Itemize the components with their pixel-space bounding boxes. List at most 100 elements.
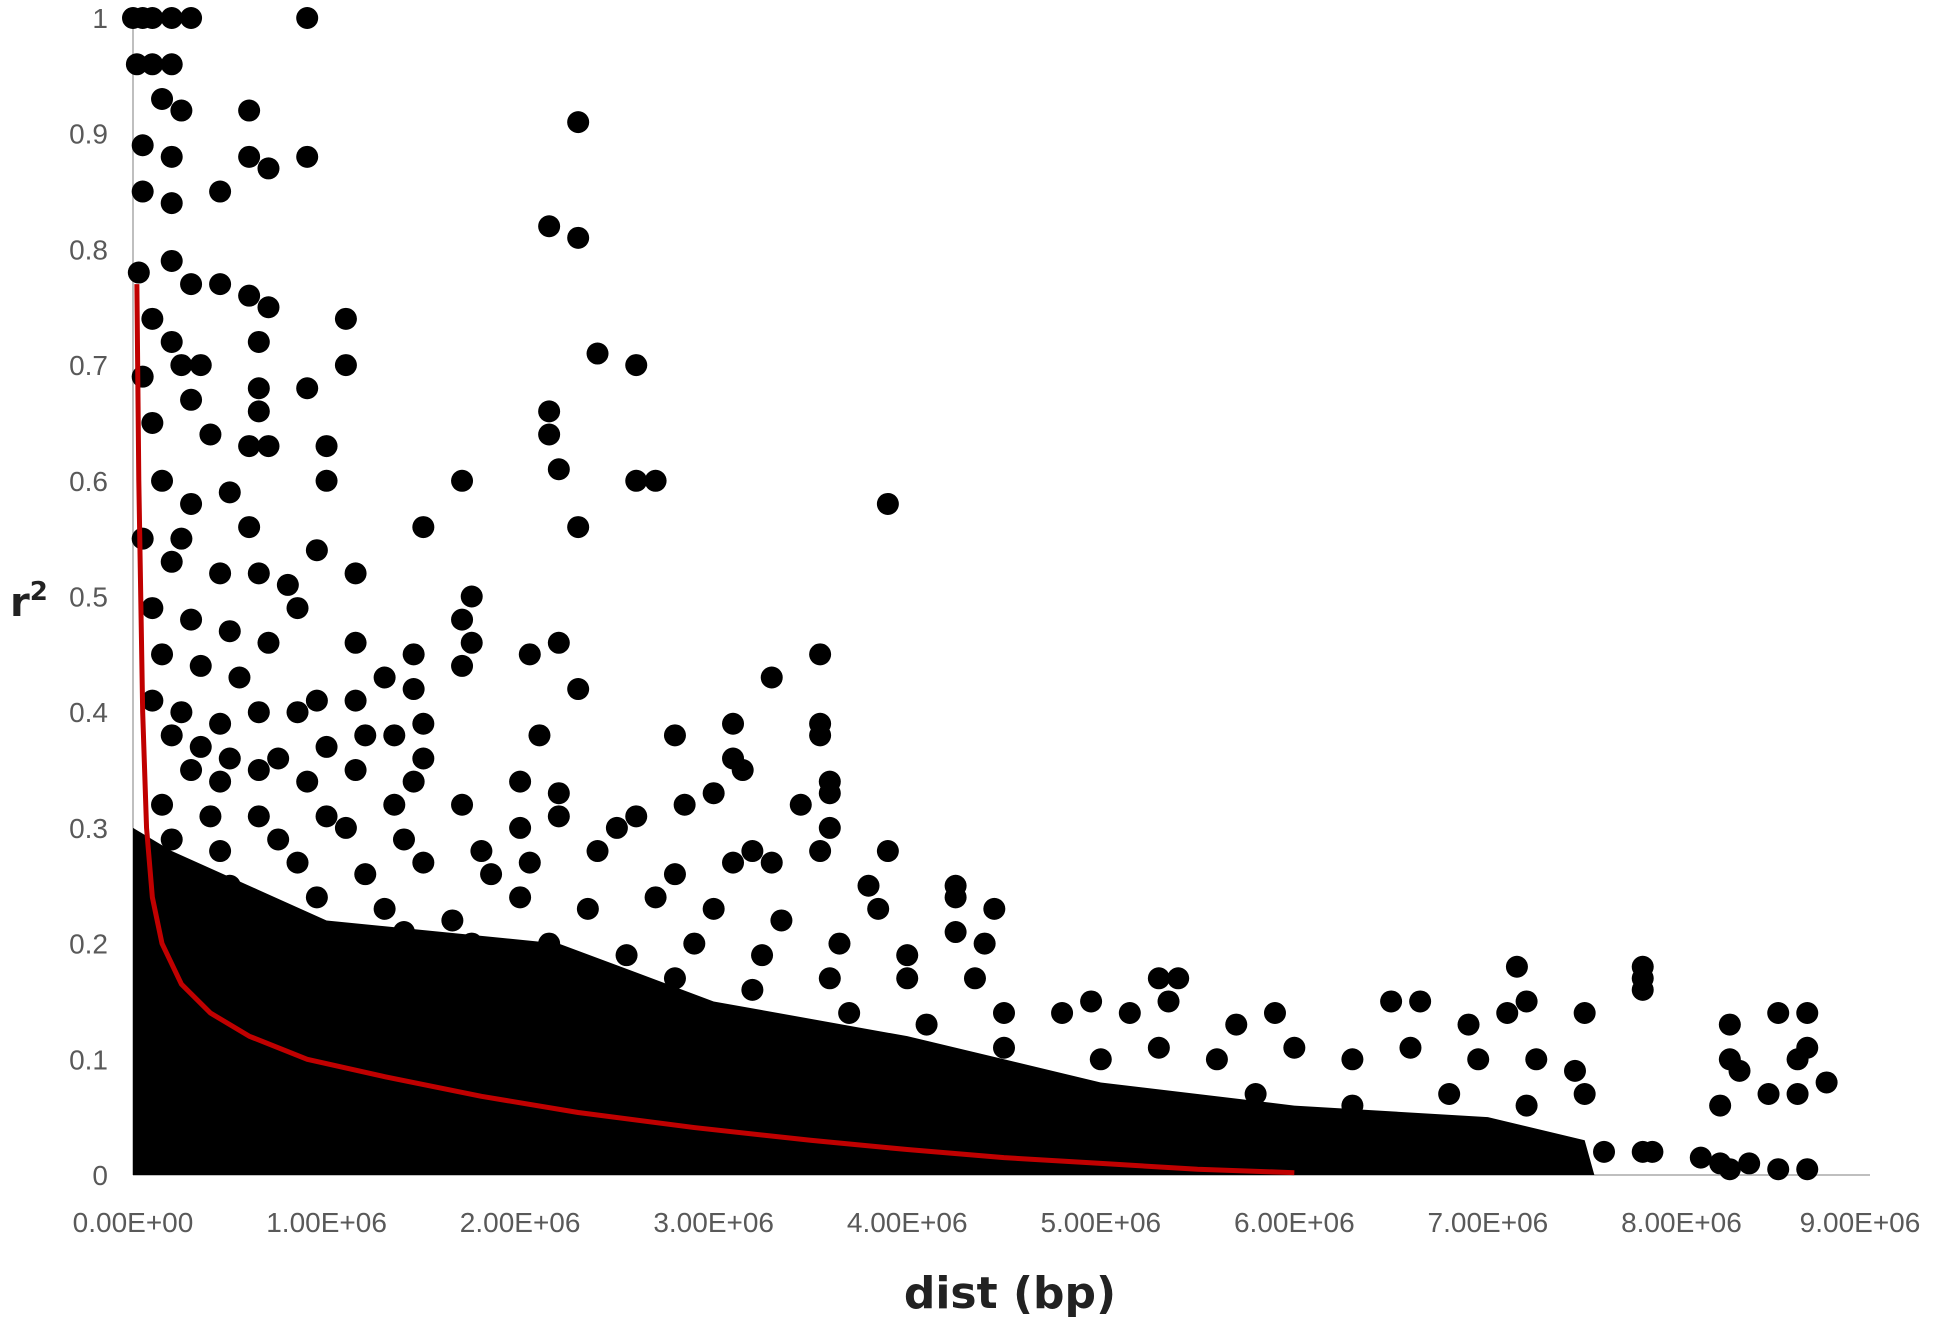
data-point: [189, 654, 212, 677]
data-point: [1631, 978, 1654, 1001]
x-axis-title: dist (bp): [904, 1268, 1116, 1317]
data-point: [180, 492, 203, 515]
data-point: [1593, 1140, 1616, 1163]
data-point: [296, 7, 319, 29]
data-point: [576, 897, 599, 920]
data-point: [276, 573, 299, 596]
data-point: [1409, 990, 1432, 1013]
data-point: [1515, 1094, 1538, 1117]
data-point: [160, 330, 183, 353]
data-point: [412, 516, 435, 539]
data-point: [1786, 1083, 1809, 1106]
data-point: [451, 793, 474, 816]
data-point: [741, 978, 764, 1001]
data-point: [1438, 1129, 1461, 1152]
data-point: [131, 527, 154, 550]
data-point: [180, 273, 203, 296]
data-point: [180, 759, 203, 782]
data-point: [567, 226, 590, 249]
data-point: [238, 284, 261, 307]
data-point: [180, 897, 203, 920]
data-point: [702, 1048, 725, 1071]
data-point: [509, 886, 532, 909]
data-point: [857, 874, 880, 897]
data-point: [431, 978, 454, 1001]
data-point: [247, 701, 270, 724]
data-point: [954, 1094, 977, 1117]
data-point: [218, 481, 241, 504]
dense-point-cloud: [133, 827, 1595, 1175]
y-axis-title-base: r: [10, 580, 30, 626]
data-point: [238, 1036, 261, 1059]
data-point: [383, 724, 406, 747]
data-point: [276, 978, 299, 1001]
y-tick-label: 0.3: [69, 813, 108, 844]
data-point: [625, 469, 648, 492]
data-point: [180, 388, 203, 411]
data-point: [305, 539, 328, 562]
data-point: [818, 816, 841, 839]
data-point: [1080, 990, 1103, 1013]
data-point: [160, 550, 183, 573]
data-point: [247, 377, 270, 400]
data-point: [615, 944, 638, 967]
data-point: [605, 1013, 628, 1036]
data-point: [663, 724, 686, 747]
data-point: [460, 631, 483, 654]
data-point: [509, 816, 532, 839]
data-point: [760, 666, 783, 689]
data-point: [1689, 1146, 1712, 1169]
data-point: [238, 435, 261, 458]
data-point: [334, 307, 357, 330]
data-point: [257, 944, 280, 967]
data-point: [760, 851, 783, 874]
data-point: [296, 145, 319, 168]
data-point: [276, 1129, 299, 1152]
data-point: [1147, 967, 1170, 990]
data-point: [451, 608, 474, 631]
data-point: [209, 770, 232, 793]
data-point: [673, 793, 696, 816]
data-point: [876, 492, 899, 515]
data-point: [209, 273, 232, 296]
x-tick-label: 8.00E+06: [1621, 1207, 1742, 1238]
data-point: [451, 469, 474, 492]
data-point: [480, 863, 503, 886]
data-point: [257, 157, 280, 180]
data-point: [247, 759, 270, 782]
data-point: [296, 377, 319, 400]
data-point: [702, 782, 725, 805]
data-point: [1051, 1083, 1074, 1106]
data-point: [170, 99, 193, 122]
data-point: [180, 608, 203, 631]
dense-cloud-shape: [133, 827, 1595, 1175]
data-point: [944, 886, 967, 909]
data-point: [199, 967, 222, 990]
data-point: [383, 793, 406, 816]
data-point: [354, 1094, 377, 1117]
data-point: [1051, 1002, 1074, 1025]
data-point: [247, 400, 270, 423]
y-tick-label: 0.1: [69, 1044, 108, 1075]
data-point: [1796, 1158, 1819, 1181]
data-point: [199, 423, 222, 446]
data-point: [199, 805, 222, 828]
data-point: [286, 701, 309, 724]
data-point: [1438, 1083, 1461, 1106]
x-tick-label: 9.00E+06: [1800, 1207, 1921, 1238]
data-point: [451, 654, 474, 677]
data-point: [1205, 1048, 1228, 1071]
data-point: [509, 1129, 532, 1152]
data-point: [876, 840, 899, 863]
data-point: [354, 967, 377, 990]
data-point: [1157, 990, 1180, 1013]
data-point: [131, 134, 154, 157]
data-point: [402, 770, 425, 793]
data-point: [160, 53, 183, 76]
data-point: [131, 180, 154, 203]
data-point: [127, 261, 150, 284]
data-point: [1467, 1048, 1490, 1071]
data-point: [315, 435, 338, 458]
data-point: [1728, 1059, 1751, 1082]
